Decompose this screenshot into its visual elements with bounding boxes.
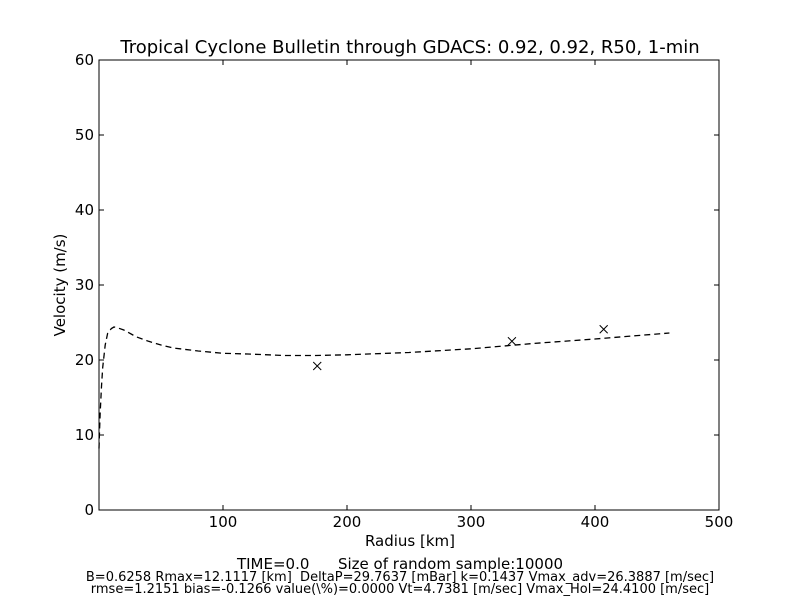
y-axis-label: Velocity (m/s): [51, 234, 69, 337]
footer-parameters: B=0.6258 Rmax=12.1117 [km] DeltaP=29.763…: [85, 570, 715, 585]
x-tick-label: 300: [457, 513, 486, 531]
observation-marker: [599, 324, 609, 334]
observation-marker: [312, 361, 322, 371]
series-layer: [98, 324, 670, 449]
x-tick-label: 200: [333, 513, 362, 531]
y-tick-label: 10: [75, 426, 94, 444]
plot-area: [98, 59, 720, 511]
x-axis-label: Radius [km]: [365, 532, 455, 550]
model-velocity-curve: [98, 326, 670, 449]
axis-ticks: [99, 59, 720, 511]
y-tick-label: 50: [75, 126, 94, 144]
observation-marker: [507, 336, 517, 346]
footer-time-sample: TIME=0.0 Size of random sample:10000: [236, 555, 564, 573]
y-tick-label: 60: [75, 51, 94, 69]
y-tick-label: 20: [75, 351, 94, 369]
tick-labels: 100 200 300 400 500 0 10 20 30 40 50 60: [75, 51, 733, 531]
footer-statistics: rmse=1.2151 bias=-0.1266 value(\%)=0.000…: [90, 582, 710, 597]
y-tick-label: 40: [75, 201, 94, 219]
x-tick-label: 400: [581, 513, 610, 531]
y-tick-label: 30: [75, 276, 94, 294]
chart-title: Tropical Cyclone Bulletin through GDACS:…: [119, 37, 699, 58]
x-tick-label: 100: [209, 513, 238, 531]
x-tick-label: 500: [705, 513, 734, 531]
y-tick-label: 0: [84, 501, 94, 519]
